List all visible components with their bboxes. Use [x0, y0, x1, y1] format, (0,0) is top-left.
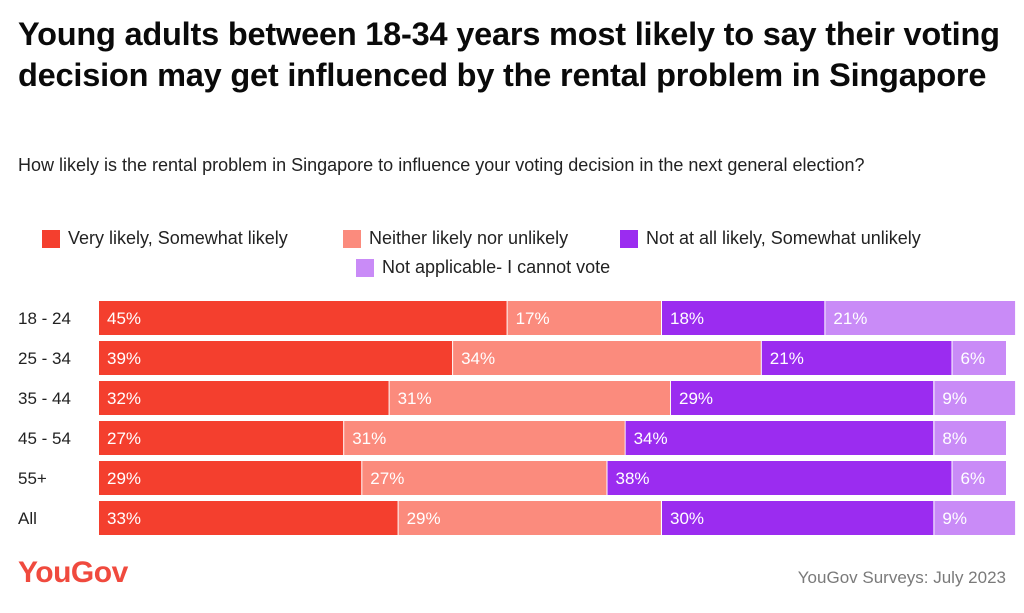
data-label-all-very-likely-somewhat-likely: 33% — [107, 509, 141, 528]
data-label-25-34-neither-likely-nor-unlikely: 34% — [461, 349, 495, 368]
data-label-45-54-neither-likely-nor-unlikely: 31% — [352, 429, 386, 448]
data-label-55-not-at-all-likely-somewhat-unlikely: 38% — [616, 469, 650, 488]
legend-swatch-neither — [343, 229, 361, 248]
data-label-45-54-very-likely-somewhat-likely: 27% — [107, 429, 141, 448]
legend-swatch-not-applicable — [356, 258, 374, 277]
legend-swatch-very-likely — [42, 229, 60, 248]
legend-swatch-not-likely — [620, 229, 638, 248]
bar-45-54-not-at-all-likely-somewhat-unlikely — [625, 421, 934, 455]
bar-55-not-at-all-likely-somewhat-unlikely — [607, 461, 952, 495]
legend-label-not-likely: Not at all likely, Somewhat unlikely — [646, 228, 921, 248]
data-label-55-neither-likely-nor-unlikely: 27% — [370, 469, 404, 488]
category-label-55: 55+ — [18, 469, 47, 488]
bar-25-34-not-applicable-i-cannot-vote — [952, 341, 1006, 375]
category-label-45-54: 45 - 54 — [18, 429, 71, 448]
data-label-35-44-not-at-all-likely-somewhat-unlikely: 29% — [679, 389, 713, 408]
bar-45-54-not-applicable-i-cannot-vote — [934, 421, 1006, 455]
data-label-25-34-not-applicable-i-cannot-vote: 6% — [961, 349, 986, 368]
bar-all-not-at-all-likely-somewhat-unlikely — [662, 501, 934, 535]
bar-25-34-neither-likely-nor-unlikely — [453, 341, 761, 375]
data-label-25-34-very-likely-somewhat-likely: 39% — [107, 349, 141, 368]
bar-all-very-likely-somewhat-likely — [99, 501, 398, 535]
data-label-18-24-neither-likely-nor-unlikely: 17% — [516, 309, 550, 328]
category-label-35-44: 35 - 44 — [18, 389, 71, 408]
bar-35-44-not-at-all-likely-somewhat-unlikely — [671, 381, 934, 415]
bar-35-44-neither-likely-nor-unlikely — [389, 381, 671, 415]
category-label-18-24: 18 - 24 — [18, 309, 71, 328]
data-label-all-not-applicable-i-cannot-vote: 9% — [942, 509, 967, 528]
bar-45-54-very-likely-somewhat-likely — [99, 421, 344, 455]
data-label-18-24-not-applicable-i-cannot-vote: 21% — [833, 309, 867, 328]
bar-all-neither-likely-nor-unlikely — [398, 501, 661, 535]
bar-18-24-not-applicable-i-cannot-vote — [825, 301, 1016, 335]
legend-item-not-applicable: Not applicable- I cannot vote — [356, 257, 610, 278]
chart-subtitle: How likely is the rental problem in Sing… — [18, 155, 865, 175]
bar-18-24-not-at-all-likely-somewhat-unlikely — [662, 301, 825, 335]
category-label-25-34: 25 - 34 — [18, 349, 71, 368]
data-label-25-34-not-at-all-likely-somewhat-unlikely: 21% — [770, 349, 804, 368]
legend-label-neither: Neither likely nor unlikely — [369, 228, 569, 248]
data-label-55-not-applicable-i-cannot-vote: 6% — [961, 469, 986, 488]
source-note: YouGov Surveys: July 2023 — [797, 568, 1006, 587]
data-label-55-very-likely-somewhat-likely: 29% — [107, 469, 141, 488]
bar-45-54-neither-likely-nor-unlikely — [344, 421, 625, 455]
bar-18-24-very-likely-somewhat-likely — [99, 301, 507, 335]
data-label-35-44-very-likely-somewhat-likely: 32% — [107, 389, 141, 408]
bar-35-44-very-likely-somewhat-likely — [99, 381, 389, 415]
category-label-all: All — [18, 509, 37, 528]
bar-55-very-likely-somewhat-likely — [99, 461, 362, 495]
data-label-35-44-neither-likely-nor-unlikely: 31% — [398, 389, 432, 408]
data-label-35-44-not-applicable-i-cannot-vote: 9% — [942, 389, 967, 408]
data-label-all-not-at-all-likely-somewhat-unlikely: 30% — [670, 509, 704, 528]
data-label-45-54-not-at-all-likely-somewhat-unlikely: 34% — [634, 429, 668, 448]
legend-label-not-applicable: Not applicable- I cannot vote — [382, 257, 611, 277]
bar-25-34-very-likely-somewhat-likely — [99, 341, 453, 375]
bar-35-44-not-applicable-i-cannot-vote — [934, 381, 1016, 415]
data-label-18-24-very-likely-somewhat-likely: 45% — [107, 309, 141, 328]
yougov-logo: YouGov — [18, 556, 128, 589]
data-label-45-54-not-applicable-i-cannot-vote: 8% — [942, 429, 967, 448]
legend-item-not-likely: Not at all likely, Somewhat unlikely — [620, 228, 921, 249]
data-label-all-neither-likely-nor-unlikely: 29% — [407, 509, 441, 528]
bar-55-neither-likely-nor-unlikely — [362, 461, 607, 495]
data-label-18-24-not-at-all-likely-somewhat-unlikely: 18% — [670, 309, 704, 328]
bar-18-24-neither-likely-nor-unlikely — [507, 301, 661, 335]
legend-label-very-likely: Very likely, Somewhat likely — [68, 228, 288, 248]
chart-title: Young adults between 18-34 years most li… — [18, 16, 1000, 93]
bar-55-not-applicable-i-cannot-vote — [952, 461, 1006, 495]
bar-25-34-not-at-all-likely-somewhat-unlikely — [761, 341, 952, 375]
bar-all-not-applicable-i-cannot-vote — [934, 501, 1016, 535]
legend-item-neither: Neither likely nor unlikely — [343, 228, 568, 249]
legend-item-very-likely: Very likely, Somewhat likely — [42, 228, 288, 249]
